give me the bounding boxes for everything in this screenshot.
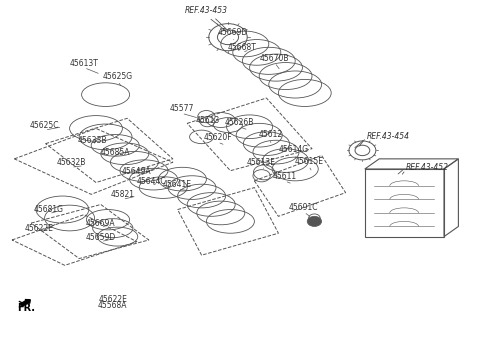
Text: 45669D: 45669D (217, 28, 248, 37)
Text: 45615E: 45615E (294, 156, 323, 166)
Text: 45632B: 45632B (56, 158, 86, 167)
Text: 45659D: 45659D (85, 233, 116, 242)
Text: 45612: 45612 (258, 129, 282, 139)
Text: FR.: FR. (17, 303, 35, 313)
Text: 45821: 45821 (110, 190, 134, 199)
Text: 45669A: 45669A (86, 219, 116, 228)
Text: 45614G: 45614G (279, 145, 309, 154)
Text: 45568A: 45568A (98, 301, 128, 311)
Text: 45626B: 45626B (224, 118, 254, 127)
Text: 45691C: 45691C (289, 203, 319, 212)
Text: REF.43-452: REF.43-452 (406, 163, 449, 172)
Text: REF.43-453: REF.43-453 (185, 6, 228, 15)
Text: 45681G: 45681G (34, 204, 64, 214)
Text: 45670B: 45670B (260, 53, 289, 63)
Text: 45620F: 45620F (203, 133, 232, 142)
Text: 45685A: 45685A (100, 148, 130, 157)
Text: 45625G: 45625G (103, 72, 132, 81)
Text: 45633B: 45633B (78, 136, 108, 145)
FancyArrow shape (20, 299, 30, 306)
Circle shape (307, 216, 322, 226)
Text: 45577: 45577 (169, 104, 193, 113)
Text: 45641E: 45641E (163, 180, 192, 189)
Text: 45649A: 45649A (122, 167, 152, 176)
Text: 45622E: 45622E (25, 224, 54, 233)
Text: 45613E: 45613E (246, 158, 275, 167)
Text: 45613T: 45613T (70, 58, 98, 68)
Text: 45644C: 45644C (136, 177, 166, 186)
Text: 45611: 45611 (273, 172, 297, 181)
Text: 45668T: 45668T (228, 43, 256, 52)
Text: REF.43-454: REF.43-454 (367, 132, 410, 141)
Text: 45613: 45613 (196, 116, 220, 125)
Text: 45622E: 45622E (98, 295, 127, 304)
Text: 45625C: 45625C (30, 121, 60, 130)
